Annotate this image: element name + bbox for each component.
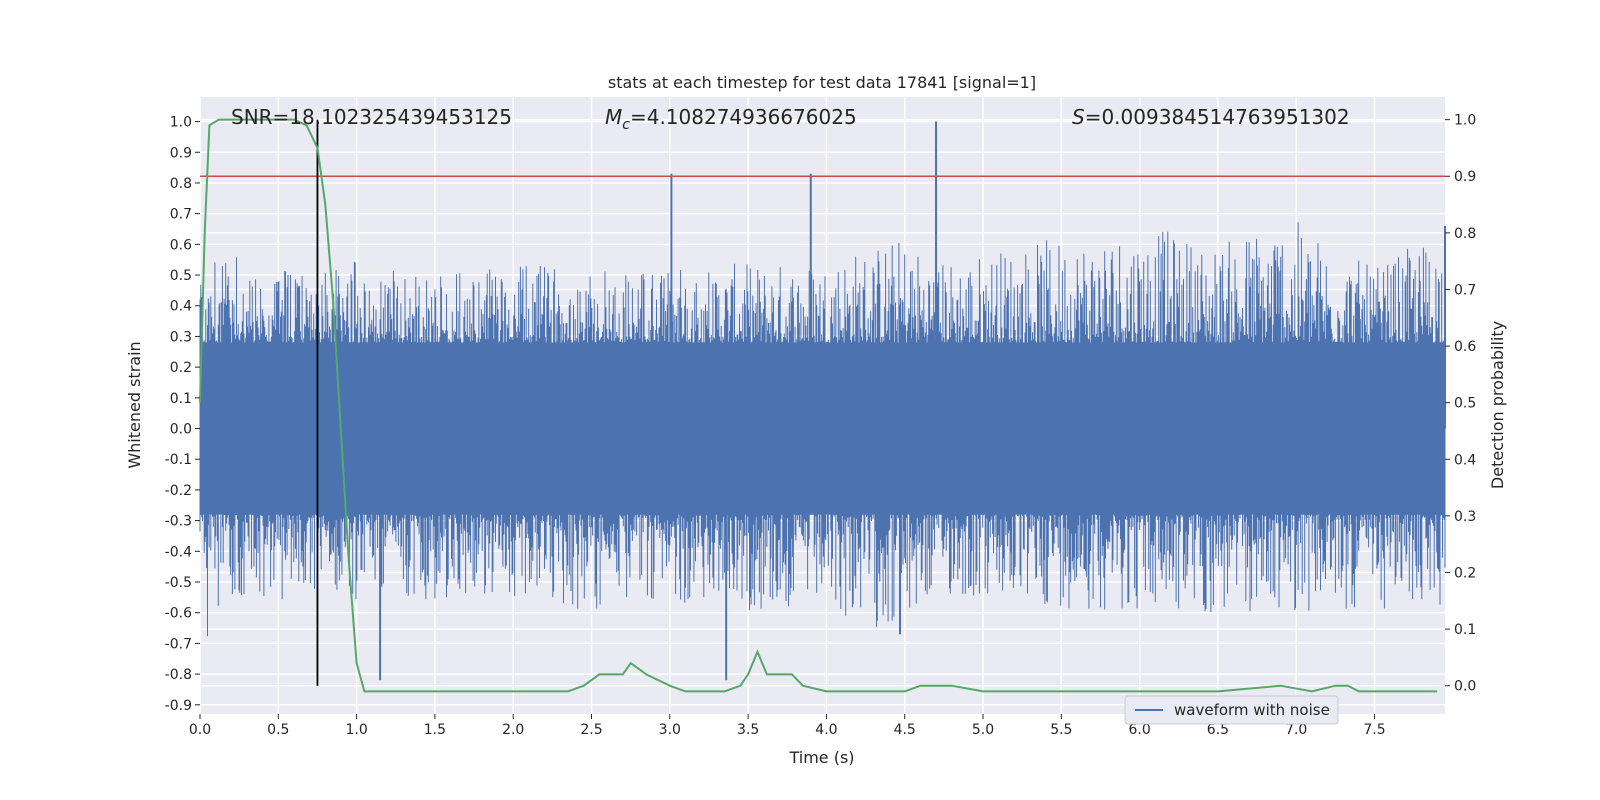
annotation-s-value: =0.009384514763951302 [1085, 105, 1350, 129]
y-tick-label-right: 1.0 [1454, 113, 1476, 129]
x-tick-label: 5.5 [1050, 722, 1072, 738]
y-tick-label-left: -0.3 [165, 514, 192, 530]
detection-probability-line [199, 118, 1438, 693]
x-tick-label: 4.5 [894, 722, 916, 738]
annotation-mc-subscript: c [622, 117, 630, 133]
x-tick-label: 6.5 [1207, 722, 1229, 738]
chart-title: stats at each timestep for test data 178… [608, 73, 1036, 92]
y-tick-label-left: 0.8 [170, 176, 192, 192]
waveform-noise [199, 222, 1446, 637]
y-tick-label-left: 0.5 [170, 268, 192, 284]
y-tick-label-left: -0.5 [165, 575, 192, 591]
y-tick-label-left: 0.1 [170, 391, 192, 407]
legend: waveform with noise [1124, 695, 1339, 725]
y-tick-label-left: 0.7 [170, 207, 192, 223]
y-axis-label-right: Detection probability [1488, 321, 1507, 489]
y-tick-label-left: -0.1 [165, 452, 192, 468]
axes: 0.0 0.5 1.0 1.5 2.0 2.5 3.0 3.5 4.0 4.5 5.0 5.5 6.0 6… [165, 113, 1477, 738]
y-tick-label-right: 0.1 [1454, 622, 1476, 638]
y-tick-label-right: 0.5 [1454, 396, 1476, 412]
y-tick-label-right: 0.2 [1454, 565, 1476, 581]
y-tick-label-left: 0.6 [170, 237, 192, 253]
y-tick-label-left: -0.9 [165, 698, 192, 714]
y-axis-label-left: Whitened strain [125, 341, 144, 468]
x-tick-label: 2.0 [502, 722, 524, 738]
x-tick-label: 4.0 [815, 722, 837, 738]
x-tick-label: 0.0 [189, 722, 211, 738]
annotation-snr: SNR=18.102325439453125 [231, 105, 512, 129]
x-tick-label: 3.0 [659, 722, 681, 738]
x-tick-label: 1.5 [424, 722, 446, 738]
legend-box [1124, 695, 1339, 725]
y-tick-label-right: 0.3 [1454, 509, 1476, 525]
x-tick-label: 1.0 [345, 722, 367, 738]
annotation-s: S=0.009384514763951302 [1072, 105, 1350, 129]
annotation-s-symbol: S [1072, 105, 1085, 129]
annotation-mc-value: =4.108274936676025 [630, 105, 857, 129]
y-tick-label-left: -0.7 [165, 636, 192, 652]
y-tick-label-left: 0.3 [170, 329, 192, 345]
y-tick-label-right: 0.9 [1454, 169, 1476, 185]
legend-label: waveform with noise [1174, 701, 1330, 719]
x-tick-label: 6.0 [1128, 722, 1150, 738]
y-tick-label-left: -0.4 [165, 544, 192, 560]
y-tick-label-left: 0.0 [170, 422, 192, 438]
x-axis-label: Time (s) [788, 748, 854, 767]
y-tick-label-right: 0.0 [1454, 679, 1476, 695]
x-tick-label: 7.5 [1363, 722, 1385, 738]
y-tick-label-right: 0.4 [1454, 452, 1476, 468]
x-tick-label: 7.0 [1285, 722, 1307, 738]
y-tick-label-left: -0.2 [165, 483, 192, 499]
x-tick-label: 5.0 [972, 722, 994, 738]
y-tick-label-right: 0.7 [1454, 282, 1476, 298]
waveform-series [199, 121, 1446, 681]
y-tick-label-left: 0.9 [170, 145, 192, 161]
y-tick-label-left: 1.0 [170, 115, 192, 131]
y-tick-label-left: -0.8 [165, 667, 192, 683]
y-tick-label-left: 0.4 [170, 299, 192, 315]
x-tick-label: 3.5 [737, 722, 759, 738]
y-tick-label-right: 0.6 [1454, 339, 1476, 355]
x-tick-label: 2.5 [580, 722, 602, 738]
overlay-series [199, 118, 1445, 693]
y-tick-label-left: -0.6 [165, 606, 192, 622]
annotation-mc-symbol: M [605, 105, 622, 129]
annotation-mc: Mc=4.108274936676025 [605, 105, 857, 133]
y-tick-label-right: 0.8 [1454, 226, 1476, 242]
x-tick-label: 0.5 [267, 722, 289, 738]
y-tick-label-left: 0.2 [170, 360, 192, 376]
